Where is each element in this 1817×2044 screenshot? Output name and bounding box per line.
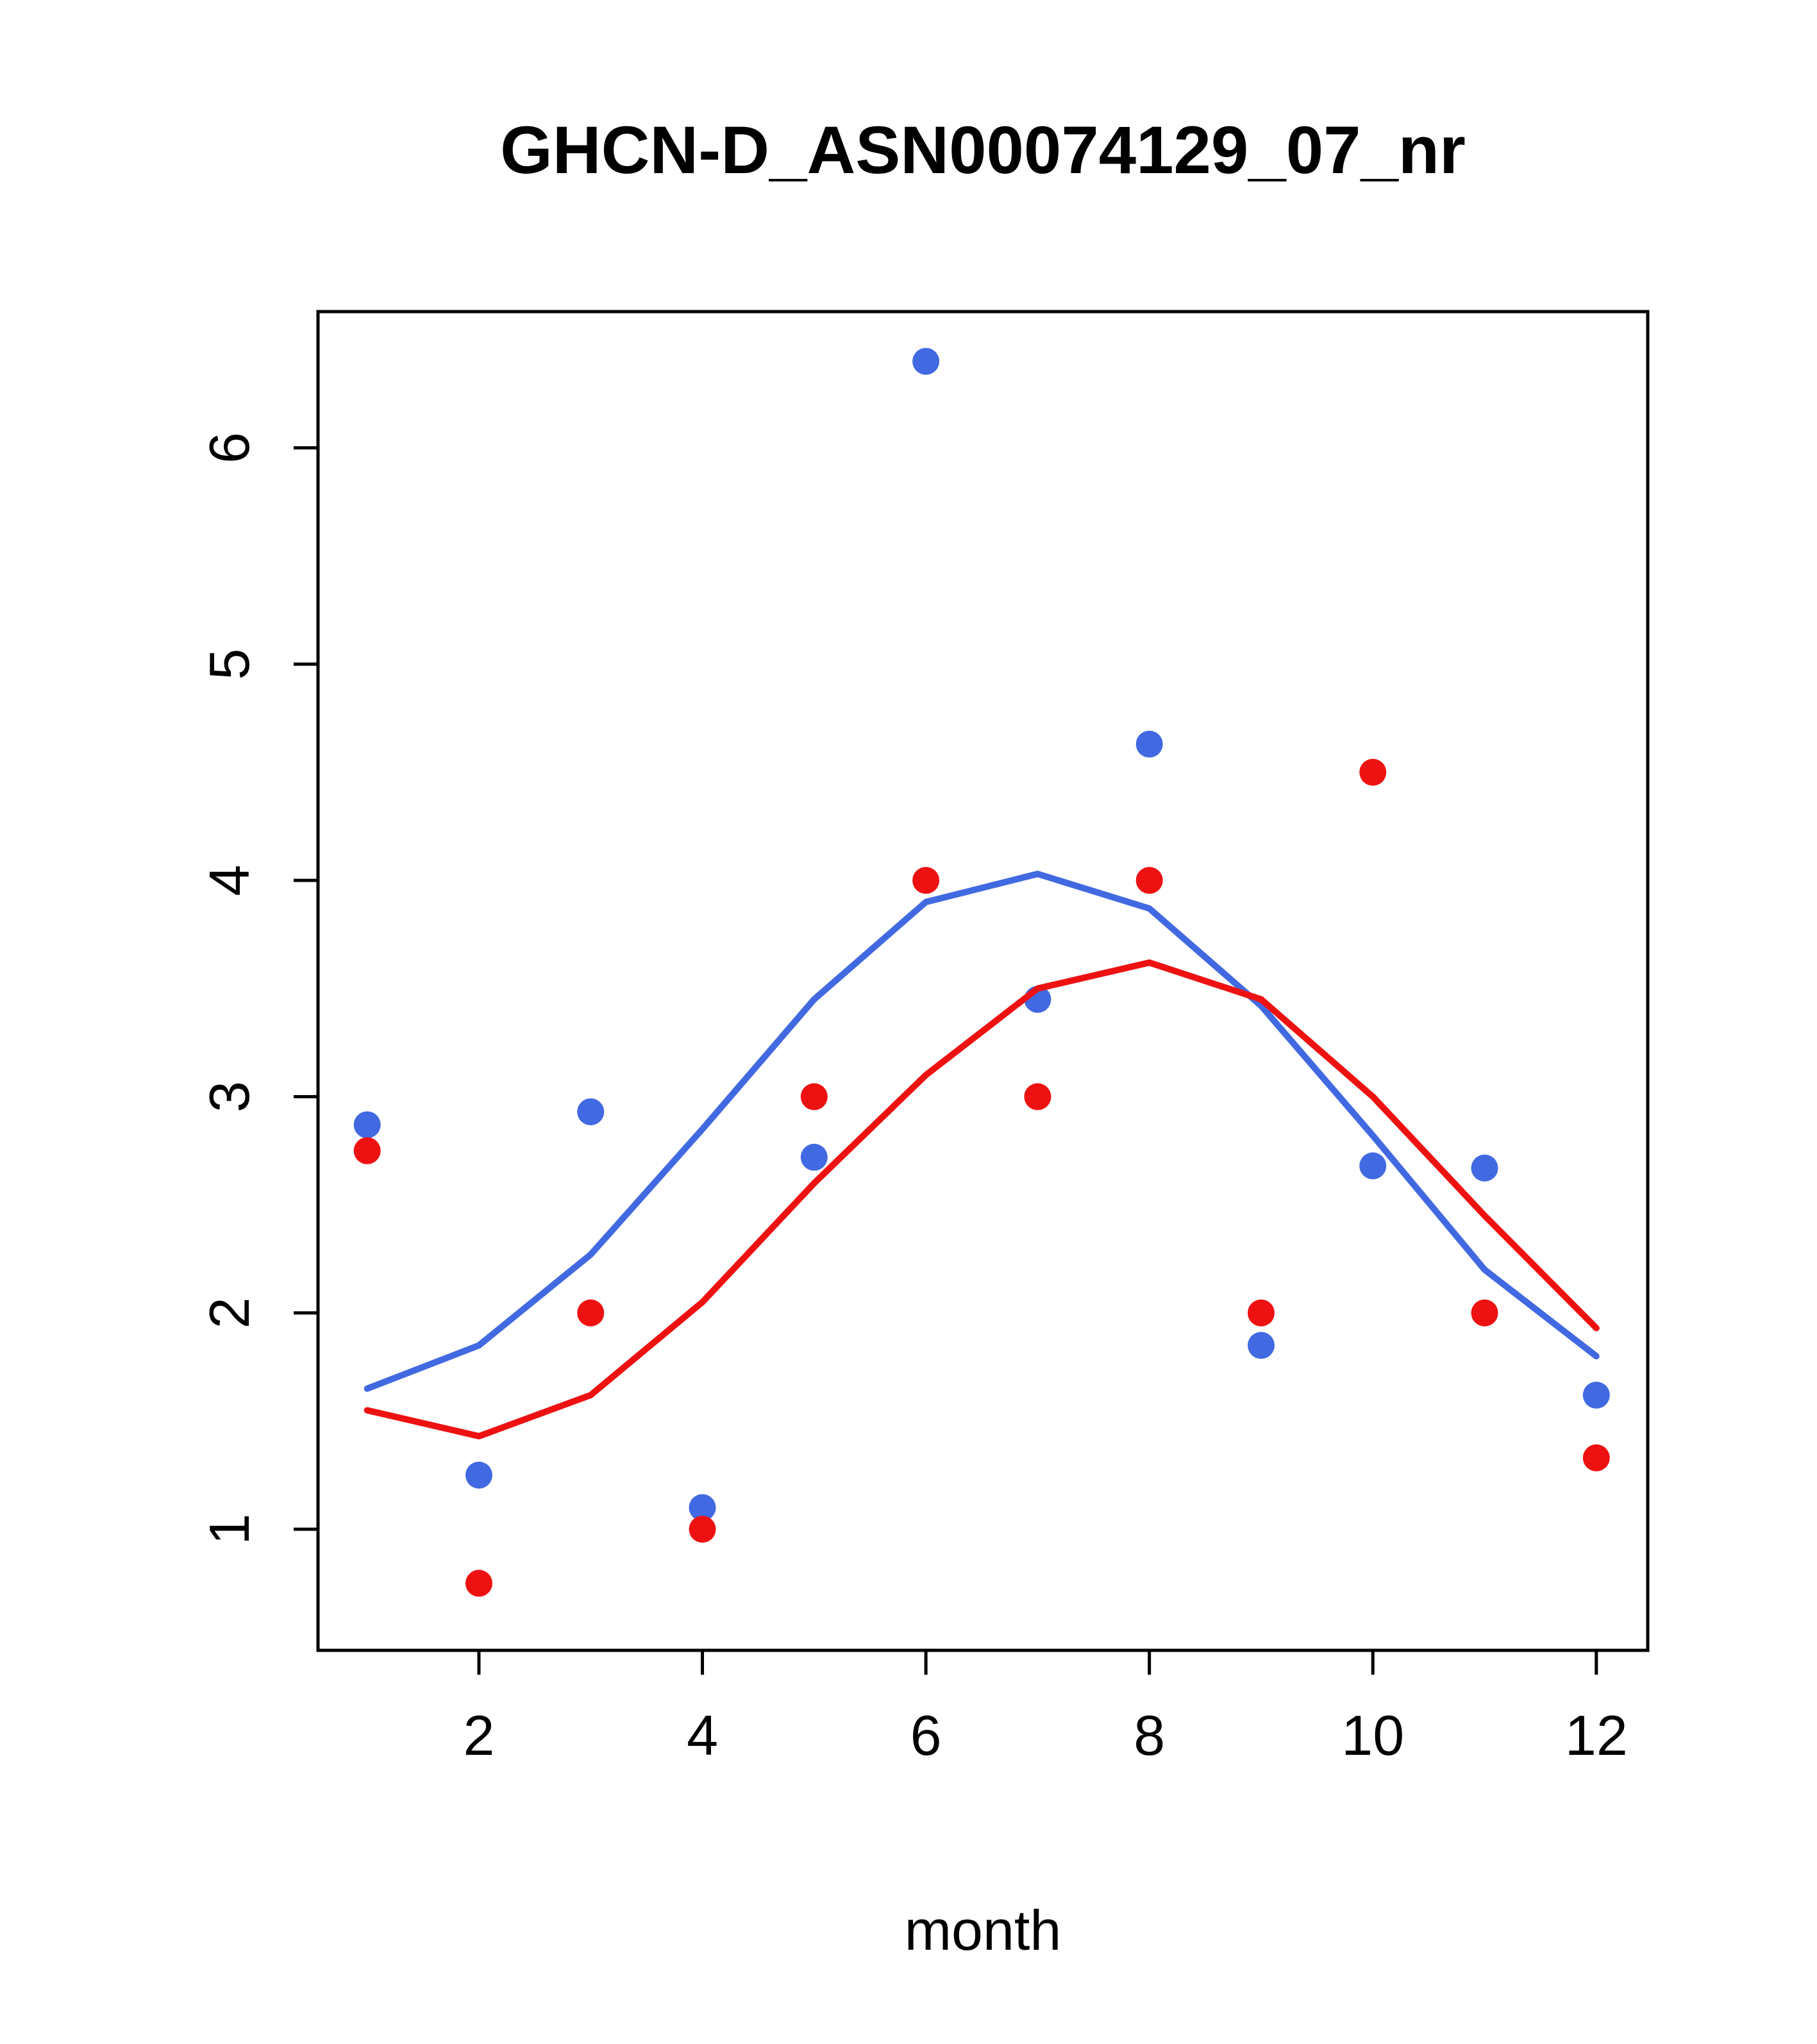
blue-points-marker	[1135, 730, 1163, 758]
red-points-marker	[689, 1516, 716, 1543]
x-tick-label: 8	[1134, 1704, 1165, 1767]
blue-points-marker	[1471, 1154, 1498, 1182]
plot-border	[316, 310, 1650, 1652]
blue-line	[364, 871, 1600, 1392]
blue-points-marker	[912, 348, 940, 375]
chart-title: GHCN-D_ASN00074129_07_nr	[500, 113, 1466, 188]
red-points-marker	[1471, 1299, 1498, 1327]
red-points-marker	[577, 1299, 605, 1327]
red-points-marker	[1359, 758, 1387, 786]
y-tick-label: 3	[197, 1081, 261, 1112]
y-tick-label: 1	[197, 1514, 261, 1545]
x-tick-label: 6	[910, 1704, 942, 1767]
y-tick-label: 5	[197, 648, 261, 680]
red-points-marker	[1024, 1083, 1051, 1110]
red-line	[364, 959, 1600, 1440]
red-points-marker	[912, 867, 940, 894]
blue-points-marker	[689, 1494, 716, 1521]
blue-points-marker	[577, 1098, 605, 1126]
y-tick-label: 4	[197, 865, 261, 896]
red-points-marker	[1135, 867, 1163, 894]
x-axis-label: month	[904, 1898, 1062, 1962]
x-tick-label: 4	[687, 1704, 718, 1767]
red-points-marker	[800, 1083, 828, 1110]
red-points-marker	[353, 1137, 381, 1164]
red-points-marker	[465, 1570, 492, 1597]
x-tick-label: 12	[1565, 1704, 1628, 1767]
y-tick-label: 6	[197, 432, 261, 464]
blue-points-marker	[1582, 1381, 1610, 1409]
red-points-marker	[1582, 1444, 1610, 1471]
x-tick-label: 10	[1341, 1704, 1404, 1767]
blue-points-marker	[1247, 1332, 1275, 1359]
blue-points-marker	[465, 1461, 492, 1489]
y-tick-label: 2	[197, 1297, 261, 1328]
blue-points-marker	[1359, 1152, 1387, 1180]
blue-points-marker	[353, 1111, 381, 1139]
x-tick-label: 2	[463, 1704, 494, 1767]
blue-points-marker	[800, 1143, 828, 1171]
red-points-marker	[1247, 1299, 1275, 1327]
